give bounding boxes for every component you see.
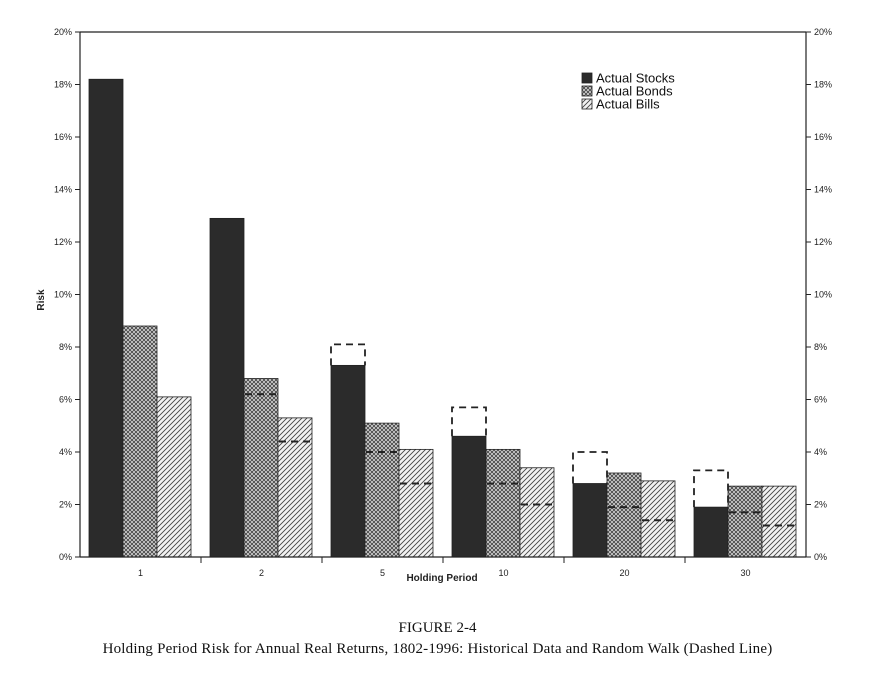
x-tick-label-5: 5 [380,568,385,578]
legend-swatch-actual-bonds [581,85,593,97]
random-walk-actual-stocks-10 [451,406,487,437]
x-tick-label-10: 10 [498,568,508,578]
holding-period-risk-chart: 0% 0% 2% 2% 4% 4% 6% 6% 8% 8% 10% 10% 12% 12% 14% 14% 16… [36,27,832,584]
x-tick-label-30: 30 [740,568,750,578]
bar-actual-stocks-2 [209,217,245,558]
y-tick-label-right: 0% [814,552,827,562]
y-tick-label-left: 14% [54,185,72,195]
y-tick-label-right: 14% [814,185,832,195]
bar-actual-bonds-2 [243,378,279,558]
x-tick-label-20: 20 [619,568,629,578]
legend-swatch-actual-bills [581,98,593,110]
y-tick-label-left: 6% [59,395,72,405]
y-tick-label-left: 4% [59,447,72,457]
bar-actual-stocks-30 [693,506,729,558]
bar-actual-bonds-10 [485,448,521,558]
y-axis-label: Risk [36,289,47,311]
figure-label: FIGURE 2-4 [398,620,477,636]
legend-label-actual-stocks: Actual Stocks [596,71,675,86]
bar-actual-bills-5 [398,448,434,558]
y-tick-label-right: 20% [814,27,832,37]
y-tick-label-left: 20% [54,27,72,37]
figure-title: Holding Period Risk for Annual Real Retu… [102,641,773,657]
random-walk-actual-stocks-30 [693,469,729,508]
y-tick-label-left: 18% [54,80,72,90]
y-tick-label-left: 10% [54,290,72,300]
bar-actual-bills-10 [519,467,555,558]
bar-actual-bonds-20 [606,472,642,558]
random-walk-actual-stocks-5 [330,343,366,366]
y-tick-label-right: 16% [814,132,832,142]
y-tick-label-right: 8% [814,342,827,352]
y-tick-label-left: 2% [59,500,72,510]
bar-actual-bills-20 [640,480,676,558]
bar-actual-stocks-1 [88,78,124,558]
x-tick-label-2: 2 [259,568,264,578]
bar-actual-bills-2 [277,417,313,558]
y-tick-label-right: 10% [814,290,832,300]
y-tick-label-right: 6% [814,395,827,405]
legend-label-actual-bonds: Actual Bonds [596,84,673,99]
legend-label-actual-bills: Actual Bills [596,97,660,112]
y-tick-label-right: 4% [814,447,827,457]
bar-actual-bills-1 [156,396,192,558]
y-tick-label-left: 8% [59,342,72,352]
bar-actual-stocks-20 [572,483,608,558]
y-tick-label-left: 16% [54,132,72,142]
y-tick-label-right: 12% [814,237,832,247]
bar-actual-bonds-1 [122,325,158,558]
bar-actual-stocks-10 [451,435,487,558]
x-tick-label-1: 1 [138,568,143,578]
bar-actual-bonds-5 [364,422,400,558]
y-tick-label-right: 18% [814,80,832,90]
y-tick-label-left: 0% [59,552,72,562]
bar-actual-stocks-5 [330,364,366,558]
y-tick-label-left: 12% [54,237,72,247]
random-walk-actual-stocks-20 [572,451,608,484]
bar-actual-bonds-30 [727,485,763,558]
x-axis-label: Holding Period [406,573,477,584]
y-tick-label-right: 2% [814,500,827,510]
legend-swatch-actual-stocks [581,72,593,84]
bar-actual-bills-30 [761,485,797,558]
